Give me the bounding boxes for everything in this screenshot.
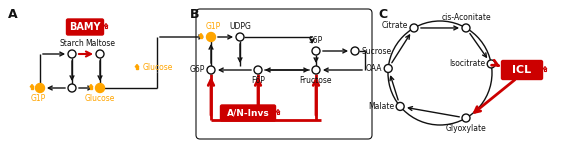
Text: Fructose: Fructose bbox=[300, 76, 332, 85]
Text: UDPG: UDPG bbox=[229, 22, 251, 31]
Polygon shape bbox=[199, 33, 203, 36]
Circle shape bbox=[207, 66, 215, 74]
Text: Sucrose: Sucrose bbox=[361, 47, 391, 56]
FancyBboxPatch shape bbox=[221, 105, 276, 121]
Circle shape bbox=[462, 24, 470, 32]
Text: BAMY: BAMY bbox=[69, 22, 101, 32]
Circle shape bbox=[96, 50, 104, 58]
Text: Starch: Starch bbox=[60, 39, 84, 48]
Circle shape bbox=[236, 33, 244, 41]
Text: G1P: G1P bbox=[30, 94, 46, 103]
Circle shape bbox=[36, 84, 45, 93]
Text: A/N-Invs: A/N-Invs bbox=[227, 108, 269, 117]
Circle shape bbox=[206, 32, 215, 41]
Text: cis-Aconitate: cis-Aconitate bbox=[441, 13, 491, 22]
FancyBboxPatch shape bbox=[66, 19, 104, 35]
Circle shape bbox=[96, 84, 104, 93]
Polygon shape bbox=[276, 109, 280, 112]
Text: Glucose: Glucose bbox=[85, 94, 115, 103]
Text: B: B bbox=[190, 8, 199, 20]
FancyBboxPatch shape bbox=[501, 60, 543, 79]
Circle shape bbox=[351, 47, 359, 55]
Circle shape bbox=[487, 60, 495, 68]
Circle shape bbox=[68, 84, 76, 92]
Text: G6P: G6P bbox=[190, 66, 205, 75]
Circle shape bbox=[410, 24, 418, 32]
Text: S6P: S6P bbox=[309, 36, 323, 45]
Polygon shape bbox=[543, 67, 547, 69]
Circle shape bbox=[384, 65, 392, 72]
Text: Malate: Malate bbox=[368, 102, 394, 111]
Text: ICL: ICL bbox=[512, 65, 532, 75]
Polygon shape bbox=[135, 65, 139, 67]
Polygon shape bbox=[89, 85, 93, 87]
Polygon shape bbox=[104, 23, 108, 26]
Circle shape bbox=[254, 66, 262, 74]
Polygon shape bbox=[200, 36, 202, 38]
Text: A: A bbox=[8, 8, 18, 20]
Polygon shape bbox=[277, 112, 279, 114]
Circle shape bbox=[312, 47, 320, 55]
Text: Maltose: Maltose bbox=[85, 39, 115, 48]
Text: OAA: OAA bbox=[366, 64, 382, 73]
Polygon shape bbox=[31, 87, 33, 89]
Polygon shape bbox=[105, 26, 107, 28]
Circle shape bbox=[312, 66, 320, 74]
Circle shape bbox=[462, 114, 470, 122]
Polygon shape bbox=[30, 85, 34, 87]
Circle shape bbox=[68, 50, 76, 58]
Circle shape bbox=[396, 102, 404, 110]
Text: F6P: F6P bbox=[251, 76, 265, 85]
Text: Glyoxylate: Glyoxylate bbox=[446, 124, 486, 133]
Text: Glucose: Glucose bbox=[143, 62, 174, 71]
Polygon shape bbox=[90, 87, 92, 89]
Text: Citrate: Citrate bbox=[382, 21, 408, 30]
Text: G1P: G1P bbox=[205, 22, 221, 31]
Polygon shape bbox=[544, 69, 546, 71]
Text: C: C bbox=[378, 8, 387, 20]
Polygon shape bbox=[136, 67, 138, 69]
Text: Isocitrate: Isocitrate bbox=[449, 59, 485, 68]
